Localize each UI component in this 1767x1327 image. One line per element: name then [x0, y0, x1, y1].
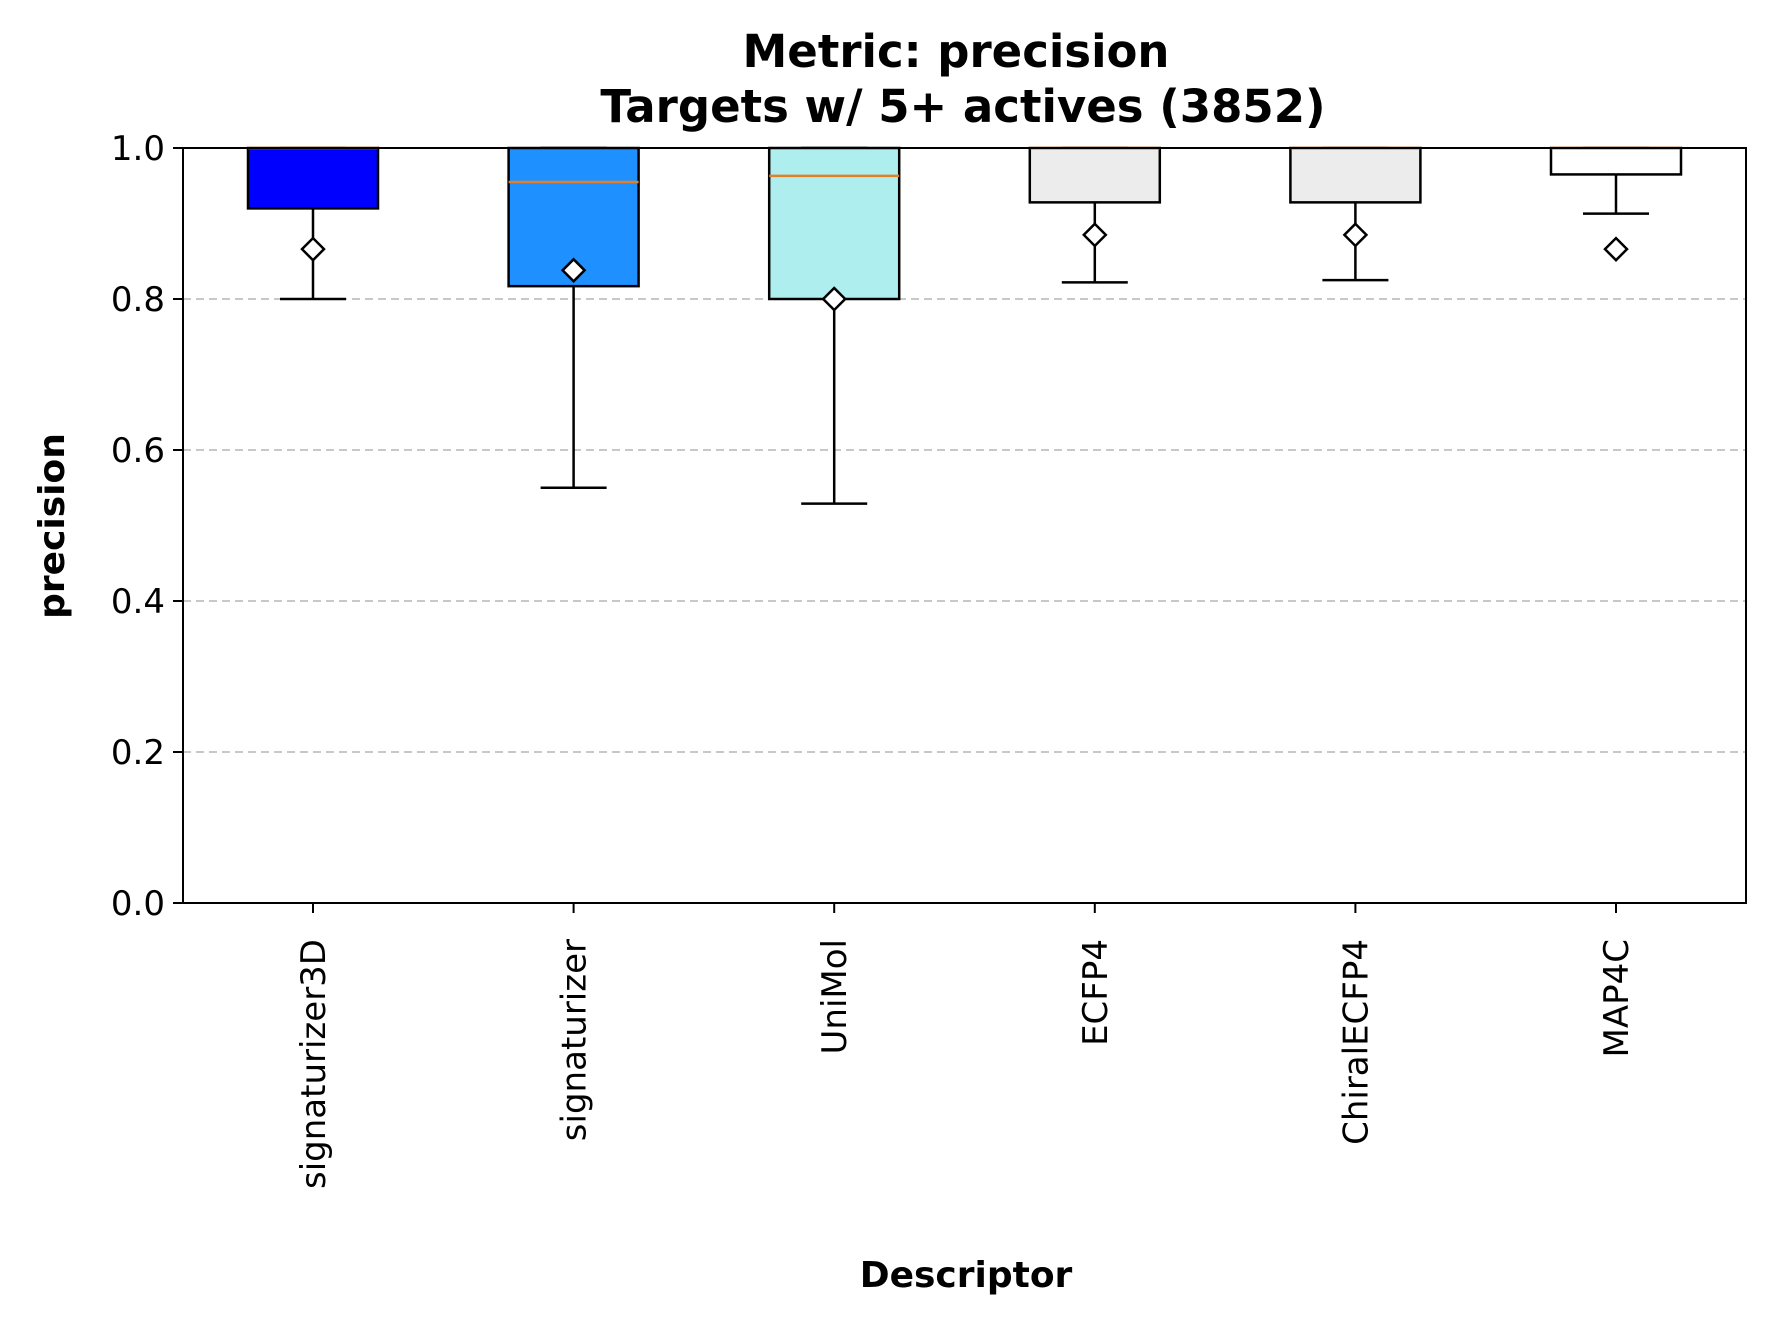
chart-title-line-1: Metric: precision	[743, 25, 1170, 78]
box-group	[767, 146, 901, 505]
box-group	[1289, 146, 1422, 282]
y-tick-label: 0.0	[111, 884, 165, 924]
y-tick-label: 0.2	[111, 733, 165, 773]
x-tick-label: ECFP4	[1076, 939, 1116, 1046]
plot-frame	[182, 147, 1747, 904]
box-group	[507, 146, 640, 489]
chart-title-line-2: Targets w/ 5+ actives (3852)	[600, 80, 1325, 133]
y-gridlines	[183, 298, 1746, 753]
box	[1028, 146, 1162, 204]
y-axis: 0.0 0.2 0.4 0.6 0.8 1.0	[111, 129, 183, 924]
mean-marker	[560, 257, 587, 284]
box	[246, 146, 380, 210]
x-tick-label: MAP4C	[1597, 939, 1637, 1057]
mean-marker	[1082, 222, 1108, 248]
y-tick-label: 1.0	[111, 129, 165, 169]
mean-marker	[821, 286, 847, 312]
x-axis-label: Descriptor	[860, 1255, 1073, 1296]
mean-marker	[1603, 236, 1629, 262]
y-tick-label: 0.8	[111, 280, 165, 320]
x-tick-label: signaturizer3D	[294, 939, 334, 1189]
box-series	[246, 146, 1683, 505]
box	[1549, 146, 1683, 176]
box	[1289, 146, 1422, 204]
y-axis-label: precision	[32, 433, 73, 619]
x-tick-label: ChiralECFP4	[1336, 939, 1376, 1145]
x-tick-label: signaturizer	[555, 939, 595, 1141]
chart-title: Metric: precision Targets w/ 5+ actives …	[600, 25, 1325, 133]
box	[767, 146, 901, 301]
y-tick-label: 0.4	[111, 582, 165, 622]
x-tick-label: UniMol	[815, 939, 855, 1054]
mean-marker	[300, 236, 326, 262]
mean-marker	[1342, 222, 1369, 248]
y-tick-label: 0.6	[111, 431, 165, 471]
box	[507, 146, 640, 288]
x-axis: signaturizer3D signaturizer UniMol ECFP4 Chi…	[294, 903, 1637, 1189]
